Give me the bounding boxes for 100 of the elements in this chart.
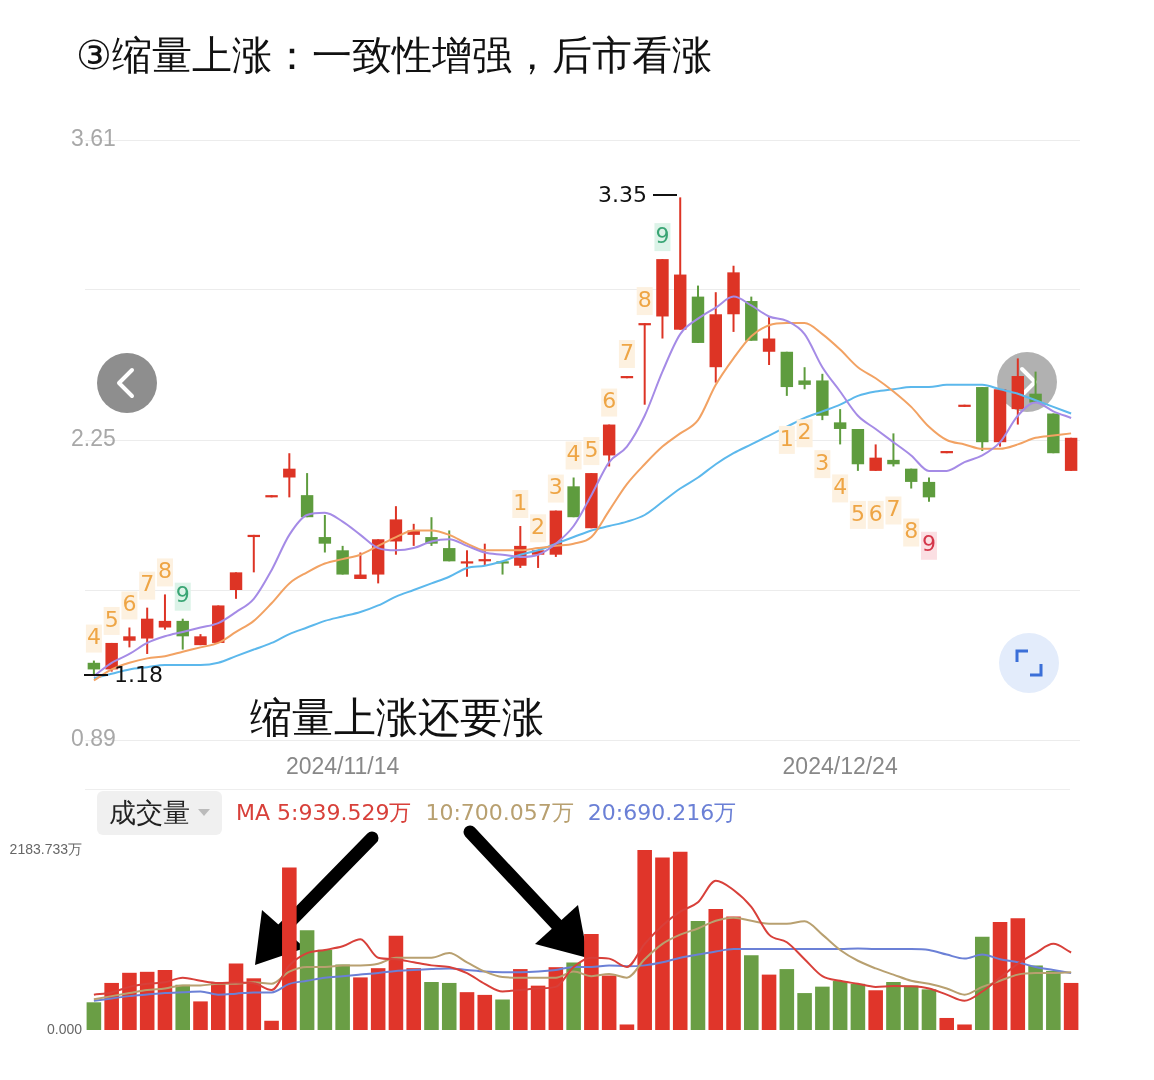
bar xyxy=(175,984,191,1030)
bar xyxy=(939,1017,955,1030)
candlestick xyxy=(869,443,882,472)
bar xyxy=(86,1002,102,1030)
bar xyxy=(619,1024,635,1030)
bar xyxy=(1046,970,1061,1030)
bar xyxy=(193,1001,208,1030)
text: MA 5:939.529万 xyxy=(236,799,412,827)
bar xyxy=(655,857,670,1030)
annotation: 3.35 xyxy=(598,182,647,207)
text: 8 xyxy=(637,286,652,312)
text: 7 xyxy=(619,339,634,365)
bar xyxy=(868,990,883,1030)
legend-title: 成交量 xyxy=(97,791,222,835)
bar xyxy=(744,955,759,1030)
bar xyxy=(921,989,937,1030)
candlestick xyxy=(887,432,900,468)
candlestick xyxy=(354,551,367,580)
y-tick-label: 2.25 xyxy=(71,425,116,452)
line-series xyxy=(92,879,1073,1002)
bar xyxy=(335,964,350,1030)
text: 9 xyxy=(921,531,936,557)
text: 2 xyxy=(797,418,812,444)
bar xyxy=(779,969,795,1030)
candlestick xyxy=(922,476,936,503)
bar xyxy=(370,968,386,1030)
bar xyxy=(424,982,439,1030)
bar xyxy=(886,982,901,1030)
annotation: 1.18 xyxy=(114,662,163,687)
bar xyxy=(850,983,866,1030)
text: 8 xyxy=(157,558,172,584)
text: 5 xyxy=(104,606,119,632)
text: 7 xyxy=(140,571,155,597)
x-tick-label: 2024/11/14 xyxy=(285,753,400,780)
bar xyxy=(672,851,688,1030)
bar xyxy=(637,850,652,1030)
candlestick xyxy=(638,322,651,406)
candlestick xyxy=(762,315,776,366)
text: 6 xyxy=(122,591,137,617)
y-tick-label: 3.61 xyxy=(71,125,116,152)
bar xyxy=(264,1020,279,1030)
bar xyxy=(299,930,315,1030)
bar xyxy=(797,993,812,1030)
text: 3 xyxy=(815,449,830,475)
y-tick-label: 0.000 xyxy=(46,1020,83,1037)
candlestick xyxy=(318,514,332,554)
chart-title: ③缩量上涨：一致性增强，后市看涨 xyxy=(76,31,712,80)
bar xyxy=(317,949,333,1030)
bar xyxy=(708,909,724,1030)
candlestick xyxy=(229,571,243,600)
candlestick xyxy=(833,408,847,446)
text: 5 xyxy=(584,436,599,462)
bar xyxy=(1010,918,1026,1030)
bar xyxy=(566,962,581,1030)
bar xyxy=(832,981,848,1030)
candlestick xyxy=(158,593,172,631)
bar xyxy=(903,985,919,1030)
line-series xyxy=(92,947,1073,1002)
text: 3 xyxy=(548,474,563,500)
candlestick xyxy=(123,626,136,649)
bar xyxy=(992,922,1008,1030)
bar xyxy=(815,986,830,1030)
text: 6 xyxy=(602,388,617,414)
bar xyxy=(601,975,617,1030)
candlestick xyxy=(140,606,154,655)
y-tick-label: 0.89 xyxy=(71,725,116,752)
text: 1 xyxy=(779,425,794,451)
bar xyxy=(210,982,226,1030)
bar xyxy=(584,933,599,1030)
candlestick xyxy=(798,366,811,391)
bar xyxy=(353,977,368,1030)
bar xyxy=(495,999,510,1030)
bar xyxy=(1063,982,1079,1030)
x-tick-label: 2024/12/24 xyxy=(782,753,898,780)
bar xyxy=(726,916,741,1030)
text: 6 xyxy=(868,500,883,526)
candlestick xyxy=(460,549,474,578)
bar xyxy=(406,968,421,1030)
text: 7 xyxy=(886,496,901,522)
bar xyxy=(530,985,546,1030)
text: 4 xyxy=(566,441,581,467)
text: 4 xyxy=(833,474,848,500)
text: 9 xyxy=(655,222,670,248)
text: 9 xyxy=(175,582,190,608)
bar xyxy=(441,982,457,1030)
y-tick-label: 2183.733万 xyxy=(9,840,82,857)
bar xyxy=(957,1024,972,1030)
text: 1 xyxy=(513,489,528,515)
bar xyxy=(477,994,493,1030)
text: 8 xyxy=(904,518,919,544)
text: 4 xyxy=(86,624,101,650)
text: 5 xyxy=(850,500,865,526)
bar xyxy=(690,921,706,1030)
bar xyxy=(459,992,475,1030)
line-series xyxy=(92,916,1073,1001)
annotation: 缩量上涨还要涨 xyxy=(250,692,544,744)
bar xyxy=(974,936,990,1030)
text: 20:690.216万 xyxy=(587,799,737,827)
bar xyxy=(761,974,777,1030)
text: 2 xyxy=(531,514,546,540)
